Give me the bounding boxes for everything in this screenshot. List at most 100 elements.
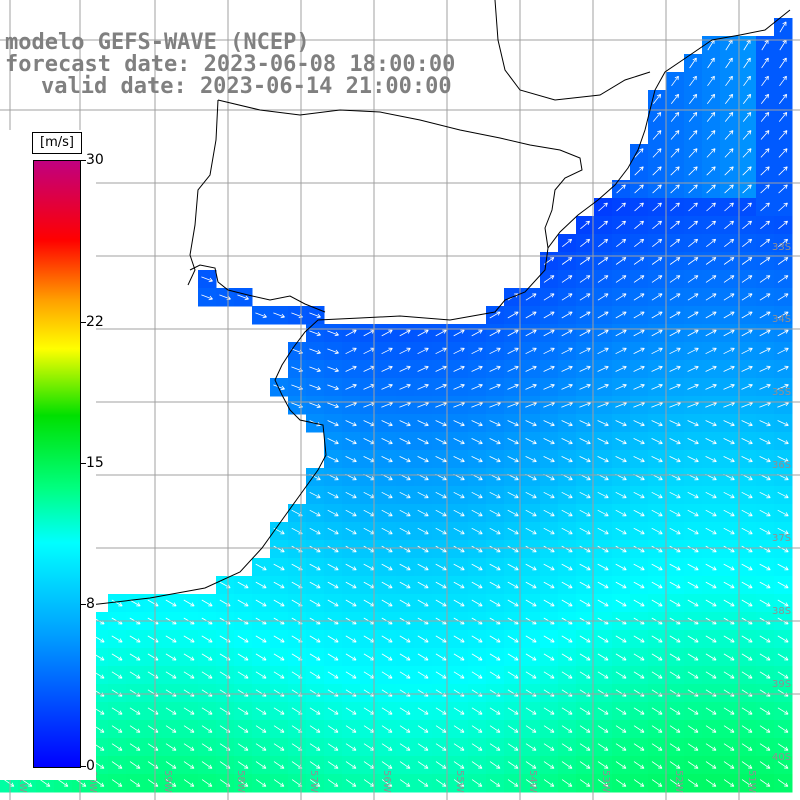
wind-arrow — [705, 509, 717, 517]
colorbar-tick-label: 30 — [86, 152, 104, 168]
wind-arrow — [255, 671, 267, 679]
wind-arrow — [561, 527, 573, 535]
wind-arrow — [561, 383, 573, 390]
wind-arrow — [633, 275, 645, 283]
wind-arrow — [633, 329, 645, 337]
wind-arrow — [579, 581, 591, 589]
wind-arrow — [273, 581, 285, 589]
wind-arrow — [507, 545, 519, 553]
wind-arrow — [615, 329, 627, 337]
wind-arrow — [417, 365, 429, 372]
wind-arrow — [327, 707, 339, 715]
wind-arrow — [471, 725, 483, 733]
wind-arrow — [201, 707, 213, 715]
wind-arrow — [525, 311, 537, 319]
wind-arrow — [471, 671, 483, 679]
wind-arrow — [309, 545, 321, 553]
wind-arrow — [777, 707, 789, 715]
wind-arrow — [165, 743, 177, 751]
wind-arrow — [652, 220, 662, 230]
title-forecast-date: forecast date: 2023-06-08 18:00:00 — [5, 52, 456, 77]
wind-arrow — [21, 779, 33, 787]
wind-arrow — [165, 725, 177, 733]
wind-arrow — [489, 420, 501, 427]
wind-arrow — [687, 420, 699, 427]
wind-arrow — [597, 456, 609, 463]
wind-arrow — [579, 456, 591, 463]
wind-arrow — [741, 545, 753, 553]
wind-arrow — [435, 599, 447, 607]
wind-arrow — [309, 563, 321, 571]
colorbar-tick-label: 22 — [86, 313, 104, 330]
wind-arrow — [597, 438, 609, 445]
wind-arrow — [687, 527, 699, 535]
wind-arrow — [687, 311, 699, 319]
latitude-label: 40S — [772, 752, 791, 763]
wind-arrow — [237, 599, 249, 607]
wind-arrow — [561, 347, 573, 355]
wind-arrow — [633, 456, 645, 463]
wind-arrow — [201, 599, 213, 607]
wind-arrow — [471, 509, 483, 517]
wind-arrow — [309, 761, 321, 769]
wind-arrow — [489, 438, 501, 445]
wind-arrow — [273, 635, 285, 643]
wind-arrow — [273, 384, 285, 391]
wind-arrow — [651, 581, 663, 589]
wind-arrow — [743, 57, 751, 69]
wind-arrow — [399, 761, 411, 769]
wind-arrow — [399, 599, 411, 607]
wind-arrow — [345, 563, 357, 571]
wind-arrow — [399, 653, 411, 661]
wind-arrow — [669, 527, 681, 535]
wind-arrow — [723, 635, 735, 643]
wind-arrow — [687, 725, 699, 733]
wind-arrow — [327, 456, 339, 463]
wind-arrow — [417, 527, 429, 535]
wind-arrow — [489, 779, 501, 787]
wind-arrow — [633, 707, 645, 715]
border-line — [187, 99, 219, 286]
wind-arrow — [111, 635, 123, 643]
wind-arrow — [688, 184, 698, 194]
wind-arrow — [399, 420, 411, 427]
wind-arrow — [634, 166, 644, 176]
wind-arrow — [669, 347, 681, 355]
wind-arrow — [651, 545, 663, 553]
wind-arrow — [687, 653, 699, 661]
wind-arrow — [651, 725, 663, 733]
wind-arrow — [705, 707, 717, 715]
longitude-label: 60W — [87, 770, 98, 793]
wind-arrow — [670, 202, 680, 212]
latitude-label: 34S — [772, 314, 791, 325]
wind-arrow — [579, 653, 591, 661]
wind-arrow — [525, 383, 537, 390]
wind-arrow — [741, 761, 753, 769]
wind-arrow — [759, 707, 771, 715]
wind-arrow — [670, 184, 680, 194]
wind-arrow — [634, 202, 644, 212]
wind-arrow — [723, 347, 735, 355]
wind-arrow — [705, 599, 717, 607]
longitude-label: 54W — [527, 770, 538, 793]
wind-arrow — [471, 761, 483, 769]
wind-arrow — [273, 563, 285, 571]
wind-arrow — [651, 365, 663, 372]
wind-arrow — [471, 707, 483, 715]
wind-arrow — [669, 779, 681, 787]
wind-arrow — [273, 599, 285, 607]
wind-arrow — [345, 365, 357, 372]
wind-arrow — [453, 347, 465, 355]
wind-arrow — [561, 420, 573, 427]
wind-arrow — [579, 599, 591, 607]
wind-arrow — [579, 725, 591, 733]
colorbar-tick-label: 15 — [86, 455, 104, 471]
longitude-label: 59W — [162, 770, 173, 793]
wind-arrow — [489, 509, 501, 517]
wind-arrow — [688, 130, 698, 140]
wind-arrow — [760, 238, 771, 248]
wind-arrow — [705, 527, 717, 535]
wind-arrow — [507, 581, 519, 589]
wind-arrow — [687, 779, 699, 787]
wind-arrow — [705, 725, 717, 733]
